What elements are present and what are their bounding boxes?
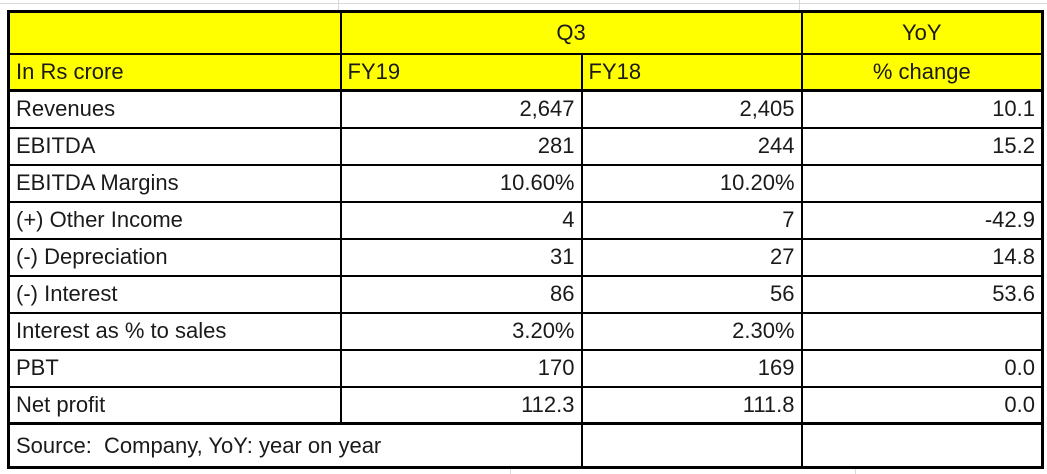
table-row: Revenues 2,647 2,405 10.1: [7, 89, 1044, 129]
table-row: (-) Depreciation 31 27 14.8: [7, 237, 1044, 277]
fy18-value: 10.20%: [580, 163, 803, 203]
yoy-value: [800, 163, 1044, 203]
column-header-unit: In Rs crore: [7, 52, 342, 92]
fy18-value: 2,405: [580, 89, 803, 129]
margin-gridline: [0, 3, 1047, 4]
corner-cell: [7, 10, 342, 55]
table-row: Interest as % to sales 3.20% 2.30%: [7, 311, 1044, 351]
yoy-value: 0.0: [800, 385, 1044, 425]
table-row: EBITDA 281 244 15.2: [7, 126, 1044, 166]
fy19-value: 170: [339, 348, 583, 388]
row-label: Revenues: [7, 89, 342, 129]
fy19-value: 86: [339, 274, 583, 314]
column-group-yoy: YoY: [800, 10, 1044, 55]
fy18-value: 111.8: [580, 385, 803, 425]
yoy-value: 0.0: [800, 348, 1044, 388]
fy18-value: 169: [580, 348, 803, 388]
financial-results-table: Q3 YoY In Rs crore FY19 FY18 % change Re…: [7, 10, 1045, 469]
fy19-value: 112.3: [339, 385, 583, 425]
column-group-q3: Q3: [339, 10, 803, 55]
margin-gridline: [338, 0, 339, 10]
margin-gridline: [510, 466, 511, 474]
table-row: (+) Other Income 4 7 -42.9: [7, 200, 1044, 240]
fy19-value: 281: [339, 126, 583, 166]
yoy-value: 10.1: [800, 89, 1044, 129]
row-label: EBITDA Margins: [7, 163, 342, 203]
column-header-fy19: FY19: [339, 52, 583, 92]
column-header-fy18: FY18: [580, 52, 803, 92]
fy18-value: 244: [580, 126, 803, 166]
fy19-value: 4: [339, 200, 583, 240]
yoy-value: 14.8: [800, 237, 1044, 277]
row-label: PBT: [7, 348, 342, 388]
header-group-row: Q3 YoY: [7, 10, 1044, 55]
fy18-value: 27: [580, 237, 803, 277]
margin-gridline: [799, 0, 800, 10]
source-row: Source: Company, YoY: year on year: [7, 422, 1044, 469]
row-label: (-) Interest: [7, 274, 342, 314]
fy18-value: 7: [580, 200, 803, 240]
yoy-value: 15.2: [800, 126, 1044, 166]
column-header-percent-change: % change: [800, 52, 1044, 92]
table-body: Revenues 2,647 2,405 10.1 EBITDA 281 244 15.2 EB…: [7, 89, 1044, 425]
table-row: (-) Interest 86 56 53.6: [7, 274, 1044, 314]
table-row: Net profit 112.3 111.8 0.0: [7, 385, 1044, 425]
fy18-value: 2.30%: [580, 311, 803, 351]
table-row: PBT 170 169 0.0: [7, 348, 1044, 388]
fy18-value: 56: [580, 274, 803, 314]
fy19-value: 2,647: [339, 89, 583, 129]
table-row: EBITDA Margins 10.60% 10.20%: [7, 163, 1044, 203]
fy19-value: 31: [339, 237, 583, 277]
margin-gridline: [855, 466, 856, 474]
row-label: Net profit: [7, 385, 342, 425]
source-note: Source: Company, YoY: year on year: [7, 422, 583, 469]
header-columns-row: In Rs crore FY19 FY18 % change: [7, 52, 1044, 92]
row-label: (-) Depreciation: [7, 237, 342, 277]
yoy-value: [800, 311, 1044, 351]
empty-cell: [580, 422, 803, 469]
fy19-value: 10.60%: [339, 163, 583, 203]
yoy-value: 53.6: [800, 274, 1044, 314]
row-label: Interest as % to sales: [7, 311, 342, 351]
fy19-value: 3.20%: [339, 311, 583, 351]
yoy-value: -42.9: [800, 200, 1044, 240]
row-label: EBITDA: [7, 126, 342, 166]
empty-cell: [800, 422, 1044, 469]
row-label: (+) Other Income: [7, 200, 342, 240]
